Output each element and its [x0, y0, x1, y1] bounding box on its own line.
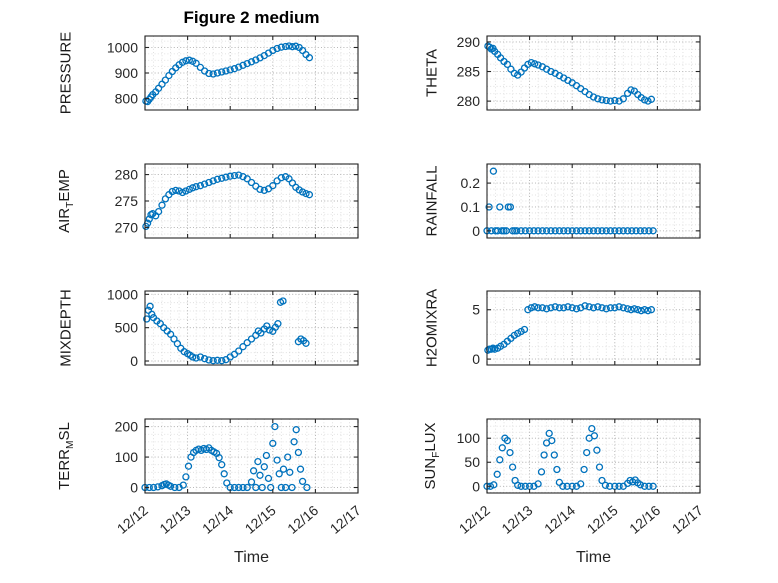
- svg-text:800: 800: [115, 91, 139, 107]
- svg-text:12/15: 12/15: [584, 502, 621, 537]
- svg-text:100: 100: [457, 430, 481, 446]
- ylabel-mixdepth: MIXDEPTH: [58, 289, 75, 367]
- svg-text:0: 0: [130, 353, 138, 369]
- plot-air-temp: 270 275 280: [115, 163, 359, 239]
- figure-title: Figure 2 medium: [183, 8, 320, 27]
- svg-text:0.1: 0.1: [461, 199, 481, 215]
- svg-text:12/12: 12/12: [114, 502, 151, 537]
- plot-terr-msl: 0 100 200 12/12 12/13 12/14 12/15 12/16 12/17: [114, 418, 364, 537]
- subplot-mixdepth: MIXDEPTH 0 500 1000: [58, 286, 359, 369]
- svg-text:0: 0: [472, 351, 480, 367]
- plot-sun-flux: 0 50 100 12/12 12/13 12/14 12/15 12/16 12/17: [456, 418, 706, 537]
- svg-text:5: 5: [472, 302, 480, 318]
- svg-text:270: 270: [115, 219, 139, 235]
- subplot-rainfall: RAINFALL 0 0.1 0.2: [424, 163, 701, 239]
- subplot-terr-msl: TERRMSL 0 100 200 12/12 12/13 12/14 12/15 12/16…: [56, 418, 364, 537]
- svg-text:900: 900: [115, 65, 139, 81]
- ylabel-text: SL: [56, 422, 73, 441]
- svg-text:12/12: 12/12: [456, 502, 493, 537]
- data-points: [483, 424, 657, 490]
- svg-text:12/15: 12/15: [242, 502, 279, 537]
- ylabel-text: TERR: [56, 449, 73, 490]
- ylabel-text: MIXDEPTH: [57, 289, 75, 367]
- plot-pressure: 800 900 1000: [107, 35, 359, 111]
- svg-text:1000: 1000: [107, 39, 138, 55]
- svg-text:285: 285: [457, 64, 481, 80]
- x-axis-label-right: Time: [576, 549, 611, 566]
- subplot-theta: THETA 280 285 290: [424, 34, 701, 111]
- svg-text:0: 0: [472, 478, 480, 494]
- svg-text:280: 280: [457, 93, 481, 109]
- data-points: [142, 171, 314, 231]
- subplot-air-temp: AIRTEMP 270 275 280: [56, 163, 359, 239]
- ylabel-text: AIR: [56, 207, 73, 233]
- svg-text:12/17: 12/17: [327, 502, 364, 537]
- svg-text:0: 0: [472, 223, 480, 239]
- svg-text:275: 275: [115, 193, 139, 209]
- svg-text:0.2: 0.2: [461, 175, 481, 191]
- svg-text:200: 200: [115, 419, 139, 435]
- svg-text:100: 100: [115, 449, 139, 465]
- svg-text:12/14: 12/14: [541, 502, 578, 537]
- ylabel-pressure: PRESSURE: [58, 32, 75, 115]
- ylabel-air-temp: AIRTEMP: [56, 169, 76, 233]
- plot-theta: 280 285 290: [457, 34, 701, 111]
- svg-text:12/16: 12/16: [284, 502, 321, 537]
- x-axis-label-left: Time: [234, 549, 269, 566]
- plot-rainfall: 0 0.1 0.2: [461, 163, 701, 239]
- svg-text:50: 50: [464, 454, 480, 470]
- ylabel-text: PRESSURE: [57, 31, 75, 115]
- data-points: [484, 42, 656, 105]
- svg-text:280: 280: [115, 167, 139, 183]
- svg-text:1000: 1000: [107, 286, 138, 302]
- subplot-pressure: PRESSURE 800 900 1000: [58, 32, 359, 114]
- svg-text:12/16: 12/16: [626, 502, 663, 537]
- plot-h2omixra: 05: [472, 290, 701, 367]
- svg-text:0: 0: [130, 480, 138, 496]
- subplot-sun-flux: SUNFLUX 0 50 100 12/12 12/13 12/14 12/15 12/16 1…: [422, 418, 706, 537]
- plot-mixdepth: 0 500 1000: [107, 286, 359, 369]
- svg-text:12/14: 12/14: [199, 502, 236, 537]
- svg-text:12/17: 12/17: [669, 502, 706, 537]
- svg-text:12/13: 12/13: [156, 502, 193, 537]
- svg-text:500: 500: [115, 320, 139, 336]
- svg-text:290: 290: [457, 34, 481, 50]
- svg-text:12/13: 12/13: [498, 502, 535, 537]
- ylabel-text: EMP: [56, 169, 73, 202]
- data-points: [143, 297, 310, 365]
- data-points: [484, 302, 656, 354]
- ylabel-terr-msl: TERRMSL: [56, 422, 76, 490]
